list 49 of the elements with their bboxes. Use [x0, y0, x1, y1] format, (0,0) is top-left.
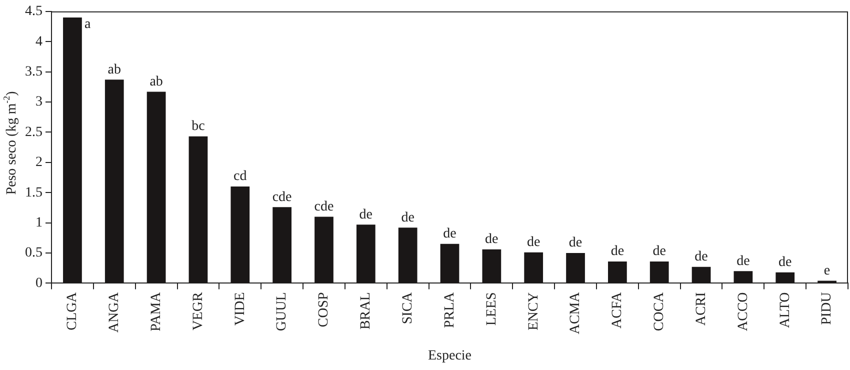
x-tick-label: COCA	[652, 291, 668, 332]
y-tick-label: 2.5	[25, 124, 42, 140]
annotation: a	[84, 17, 92, 32]
annotation: de	[485, 232, 498, 248]
annotation: cde	[272, 190, 292, 205]
x-tick-label: GUUL	[274, 292, 290, 332]
annotation: bc	[192, 119, 205, 134]
annotation: de	[359, 207, 373, 222]
x-tick-label: PIDU	[820, 292, 835, 325]
y-tick-label: 1.5	[25, 185, 42, 200]
x-tick-label: ACFA	[610, 291, 626, 329]
annotation: de	[526, 235, 540, 250]
y-tick-label: 2	[36, 155, 42, 170]
annotation: de	[652, 244, 666, 260]
x-tick-label: ACMA	[568, 291, 584, 334]
y-tick-label: 1	[36, 215, 42, 230]
annotation: e	[824, 263, 830, 278]
y-tick-label: 0.5	[25, 246, 42, 261]
annotation: cde	[314, 199, 334, 214]
annotation: de	[778, 254, 792, 270]
x-axis-title: Especie	[428, 348, 472, 364]
x-tick-label: PAMA	[148, 291, 164, 332]
x-tick-label: VEGR	[190, 292, 206, 330]
y-tick-label: 4.5	[25, 4, 42, 20]
annotation: de	[568, 236, 582, 251]
y-tick-label: 0	[36, 276, 42, 291]
annotation: cd	[234, 169, 247, 184]
x-tick-label: LEES	[484, 292, 500, 326]
y-tick-label: 4	[36, 34, 42, 50]
annotation: ab	[150, 74, 163, 90]
x-tick-label: VIDE	[232, 292, 248, 326]
annotation: ab	[108, 62, 121, 78]
annotation: de	[401, 210, 414, 226]
annotation: de	[443, 226, 456, 242]
x-tick-label: COSP	[316, 292, 332, 328]
x-tick-label: ACRI	[694, 292, 709, 326]
x-tick-label: CLGA	[65, 291, 80, 330]
x-tick-label: BRAL	[358, 292, 374, 330]
x-tick-label: ENCY	[526, 292, 542, 330]
y-tick-label: 3	[36, 94, 42, 110]
x-tick-label: SICA	[400, 291, 416, 324]
annotation: de	[610, 244, 624, 260]
x-tick-label: ALTO	[778, 292, 793, 328]
annotation: de	[694, 250, 708, 265]
annotation: de	[736, 254, 750, 269]
x-tick-label: ACCO	[736, 292, 751, 332]
x-tick-label: PRLA	[442, 291, 458, 328]
x-tick-label: ANGA	[107, 291, 122, 333]
y-tick-label: 3.5	[25, 64, 42, 80]
